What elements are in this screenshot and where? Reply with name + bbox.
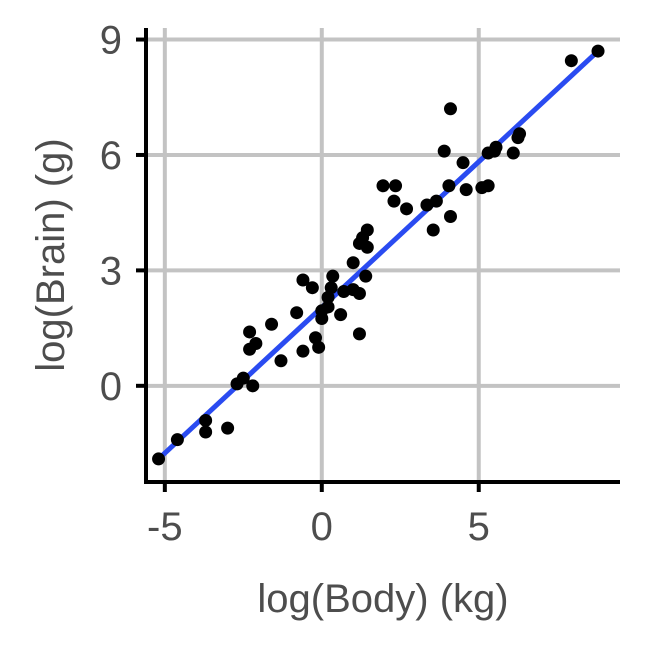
grid xyxy=(146,28,620,482)
data-point xyxy=(481,179,495,193)
x-axis-title: log(Body) (kg) xyxy=(257,577,508,621)
data-point xyxy=(290,306,304,320)
y-tick-label: 3 xyxy=(100,249,122,293)
x-tick-label: 5 xyxy=(468,505,490,549)
data-point xyxy=(429,194,443,208)
x-tick-label: -5 xyxy=(147,505,183,549)
data-point xyxy=(443,102,457,116)
y-tick-label: 0 xyxy=(100,365,122,409)
data-point xyxy=(346,256,360,270)
data-point xyxy=(326,269,340,283)
data-point xyxy=(443,210,457,224)
y-tick-label: 9 xyxy=(100,19,122,63)
data-point xyxy=(199,413,213,427)
data-point xyxy=(442,179,456,193)
x-tick-label: 0 xyxy=(311,505,333,549)
data-point xyxy=(305,281,319,295)
y-axis-ticks: 0 3 6 9 xyxy=(100,19,146,409)
data-point xyxy=(274,354,288,368)
y-tick-label: 6 xyxy=(100,134,122,178)
data-point xyxy=(199,425,213,439)
regression-line xyxy=(156,49,600,461)
data-point xyxy=(324,281,338,295)
data-point xyxy=(359,269,373,283)
data-point xyxy=(243,325,257,339)
data-point xyxy=(426,223,440,237)
data-point xyxy=(246,379,260,393)
data-point xyxy=(152,452,166,466)
y-axis-title: log(Brain) (g) xyxy=(29,138,73,371)
data-point xyxy=(249,336,263,350)
data-point xyxy=(506,146,520,160)
data-point xyxy=(321,300,335,314)
data-point xyxy=(352,327,366,341)
data-point xyxy=(360,240,374,254)
data-points xyxy=(152,44,605,466)
data-point xyxy=(456,156,470,170)
data-point xyxy=(360,223,374,237)
data-point xyxy=(400,202,414,216)
data-point xyxy=(387,194,401,208)
data-point xyxy=(170,433,184,447)
data-point xyxy=(591,44,605,58)
data-point xyxy=(236,371,250,385)
data-point xyxy=(564,54,578,68)
data-point xyxy=(376,179,390,193)
data-point xyxy=(389,179,403,193)
data-point xyxy=(489,140,503,154)
data-point xyxy=(221,421,235,435)
data-point xyxy=(296,344,310,358)
data-point xyxy=(265,317,279,331)
data-point xyxy=(296,273,310,287)
data-point xyxy=(312,340,326,354)
data-point xyxy=(352,286,366,300)
data-point xyxy=(437,144,451,158)
x-axis-ticks: -5 0 5 xyxy=(147,482,490,549)
data-point xyxy=(334,308,348,322)
data-point xyxy=(459,183,473,197)
data-point xyxy=(513,127,527,141)
